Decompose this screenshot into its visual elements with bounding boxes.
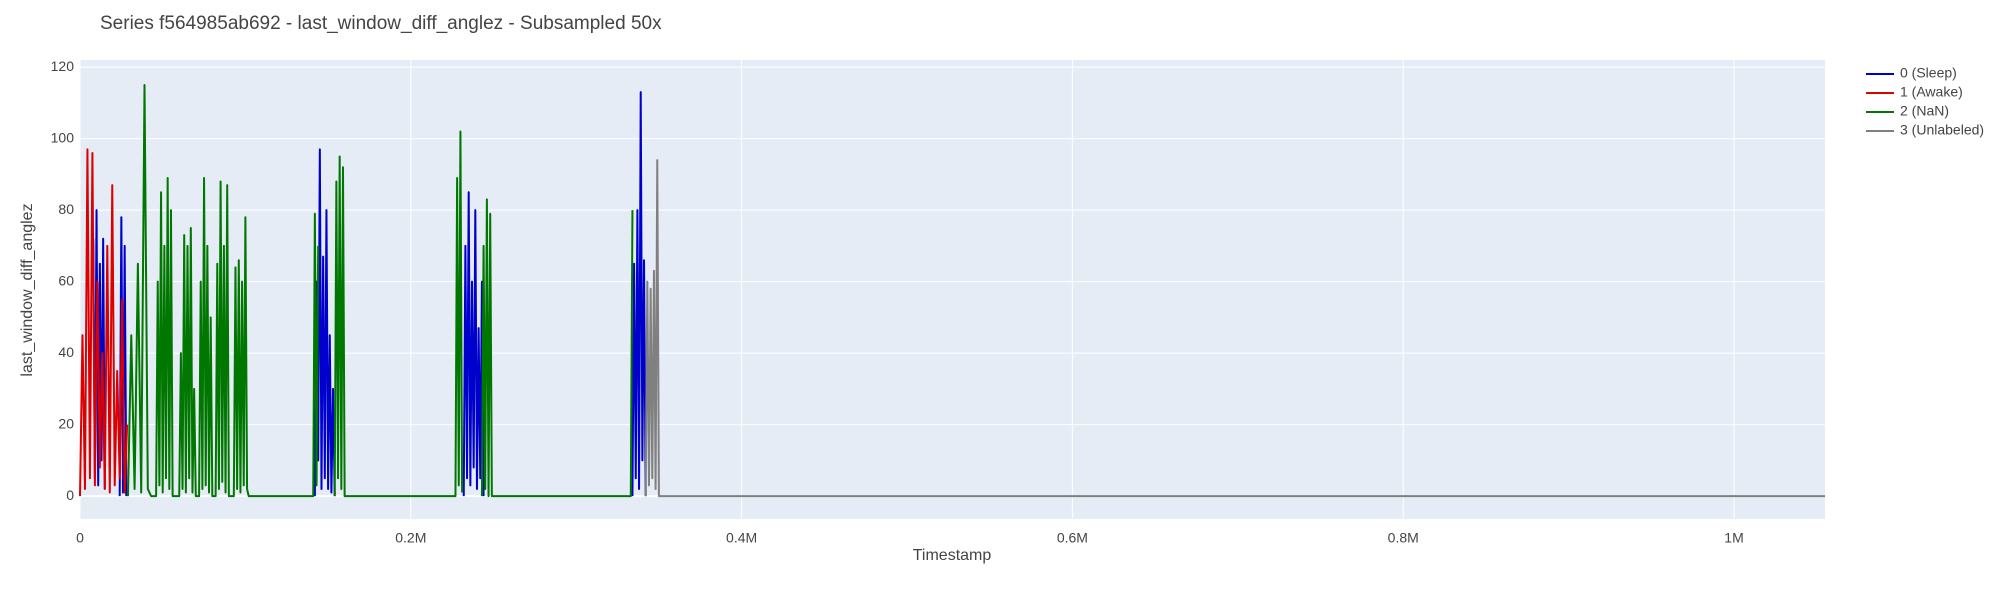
chart-title: Series f564985ab692 - last_window_diff_a…	[100, 13, 662, 34]
x-tick-label: 0.2M	[395, 530, 426, 546]
x-axis-title: Timestamp	[913, 547, 992, 564]
legend-label: 0 (Sleep)	[1900, 65, 1957, 81]
y-tick-label: 40	[58, 344, 74, 360]
y-axis-title: last_window_diff_anglez	[19, 203, 36, 376]
legend-label: 2 (NaN)	[1900, 103, 1949, 119]
x-tick-label: 0.8M	[1388, 530, 1419, 546]
y-tick-label: 120	[51, 58, 75, 74]
series-line	[126, 84, 634, 498]
series-line	[79, 148, 129, 497]
y-tick-label: 80	[58, 201, 74, 217]
x-tick-label: 1M	[1724, 530, 1743, 546]
plot-background	[80, 60, 1825, 519]
legend-label: 3 (Unlabeled)	[1900, 122, 1984, 138]
y-tick-label: 100	[51, 129, 75, 145]
x-tick-label: 0.6M	[1057, 530, 1088, 546]
x-tick-label: 0	[76, 530, 84, 546]
series-line	[644, 159, 1825, 498]
legend-label: 1 (Awake)	[1900, 84, 1963, 100]
x-tick-label: 0.4M	[726, 530, 757, 546]
y-tick-label: 0	[66, 487, 74, 503]
y-tick-label: 20	[58, 415, 74, 431]
y-tick-label: 60	[58, 272, 74, 288]
